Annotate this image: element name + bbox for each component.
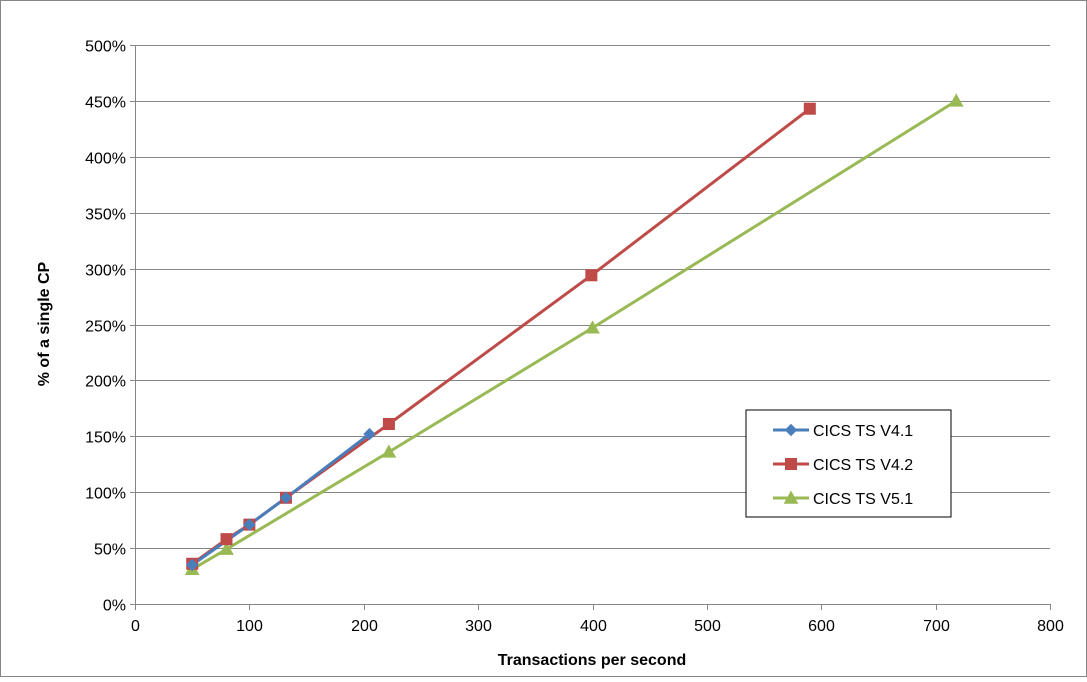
data-point-cics-ts-v4-2 [585, 269, 598, 282]
data-point-cics-ts-v4-1 [363, 427, 376, 441]
data-point-cics-ts-v5-1 [948, 93, 964, 107]
legend-label-cics-ts-v4-2: CICS TS V4.2 [813, 457, 913, 474]
y-tick-label: 500% [85, 39, 126, 56]
data-point-cics-ts-v4-1 [185, 558, 199, 572]
legend-label-cics-ts-v5-1: CICS TS V5.1 [813, 491, 913, 508]
legend-label-cics-ts-v4-1: CICS TS V4.1 [813, 423, 913, 440]
series-markers [184, 93, 964, 576]
legend: CICS TS V4.1 CICS TS V4.2 CICS TS V5.1 [745, 409, 952, 518]
legend-marker-cics-ts-v4-2 [785, 458, 797, 470]
y-tick-labels: 0% 50% 100% 150% 200% 250% 300% 350% 400% 450% 500… [85, 39, 126, 615]
x-tick-label: 700 [923, 618, 950, 635]
x-tick-label: 800 [1037, 618, 1064, 635]
data-point-cics-ts-v4-1 [243, 518, 256, 531]
x-tick-labels: 0 100 200 300 400 500 600 700 800 [131, 618, 1064, 635]
y-tick-label: 250% [85, 319, 126, 336]
x-tick-label: 100 [236, 618, 263, 635]
x-tick-label: 300 [465, 618, 492, 635]
data-point-cics-ts-v4-2 [803, 102, 816, 115]
y-tick-label: 200% [85, 374, 126, 391]
y-tick-label: 400% [85, 151, 126, 168]
legend-marker-cics-ts-v4-1 [784, 423, 798, 437]
y-tick-label: 100% [85, 486, 126, 503]
legend-marker-cics-ts-v5-1 [783, 490, 799, 504]
data-point-cics-ts-v4-2 [220, 533, 233, 546]
data-point-cics-ts-v4-1 [279, 491, 293, 504]
data-point-cics-ts-v5-1 [381, 444, 397, 458]
y-axis-title: % of a single CP [36, 261, 53, 386]
x-tick-label: 500 [694, 618, 721, 635]
y-tick-label: 350% [85, 207, 126, 224]
x-tick-label: 0 [131, 618, 140, 635]
x-axis-title: Transactions per second [498, 652, 687, 669]
axes [130, 45, 1051, 610]
data-point-cics-ts-v4-2 [382, 418, 395, 431]
y-tick-label: 300% [85, 263, 126, 280]
x-tick-label: 200 [351, 618, 378, 635]
x-tick-label: 600 [808, 618, 835, 635]
y-tick-label: 150% [85, 430, 126, 447]
data-point-cics-ts-v5-1 [219, 541, 234, 555]
y-tick-label: 450% [85, 95, 126, 112]
y-tick-label: 50% [94, 542, 126, 559]
data-point-cics-ts-v5-1 [585, 320, 600, 334]
y-tick-label: 0% [103, 598, 126, 615]
x-tick-label: 400 [580, 618, 607, 635]
